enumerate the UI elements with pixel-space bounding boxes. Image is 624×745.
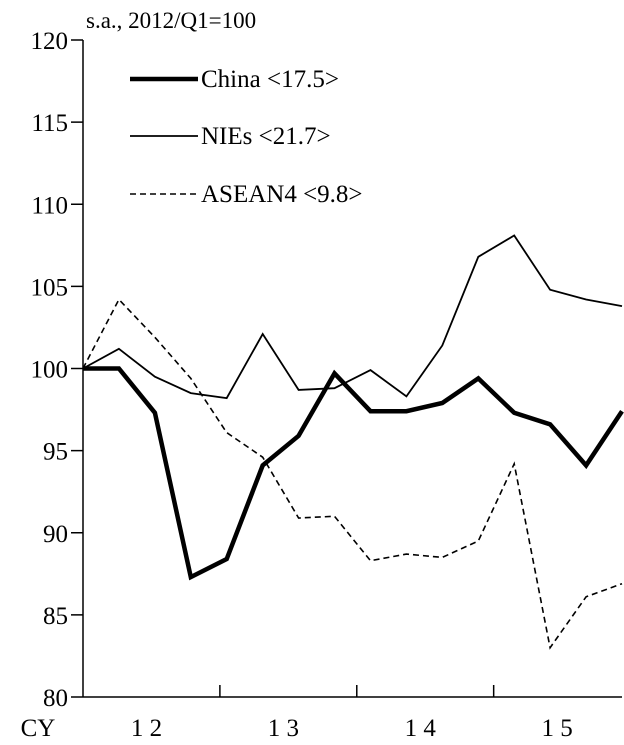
y-tick-label: 120 [31, 28, 69, 55]
series-line-thick [83, 366, 624, 581]
y-tick-label: 80 [43, 685, 68, 712]
y-tick-label: 95 [43, 439, 68, 466]
legend-label: NIEs <21.7> [201, 123, 331, 150]
y-tick-label: 90 [43, 521, 68, 548]
series-line-dashed [82, 298, 623, 650]
x-year-label: 1 5 [541, 715, 572, 742]
y-tick-label: 100 [31, 357, 69, 384]
y-axis: 80 85 90 95 100 105 110 115 120 [31, 28, 84, 712]
series-line-thin [82, 234, 623, 400]
legend-label: ASEAN4 <9.8> [201, 181, 363, 208]
y-tick-label: 105 [31, 274, 69, 301]
legend-label: China <17.5> [201, 66, 339, 93]
x-axis: 1 2 1 3 1 4 1 5 CY [21, 685, 622, 742]
y-tick-label: 110 [31, 192, 68, 219]
x-year-label: 1 4 [405, 715, 437, 742]
unit-label: s.a., 2012/Q1=100 [86, 8, 256, 33]
legend: China <17.5> NIEs <21.7> ASEAN4 <9.8> [130, 66, 363, 208]
x-year-label: 1 3 [268, 715, 299, 742]
x-prefix-label: CY [21, 715, 56, 742]
y-tick-label: 85 [43, 603, 68, 630]
y-tick-label: 115 [31, 110, 68, 137]
x-year-label: 1 2 [131, 715, 162, 742]
series-layer [82, 234, 624, 650]
